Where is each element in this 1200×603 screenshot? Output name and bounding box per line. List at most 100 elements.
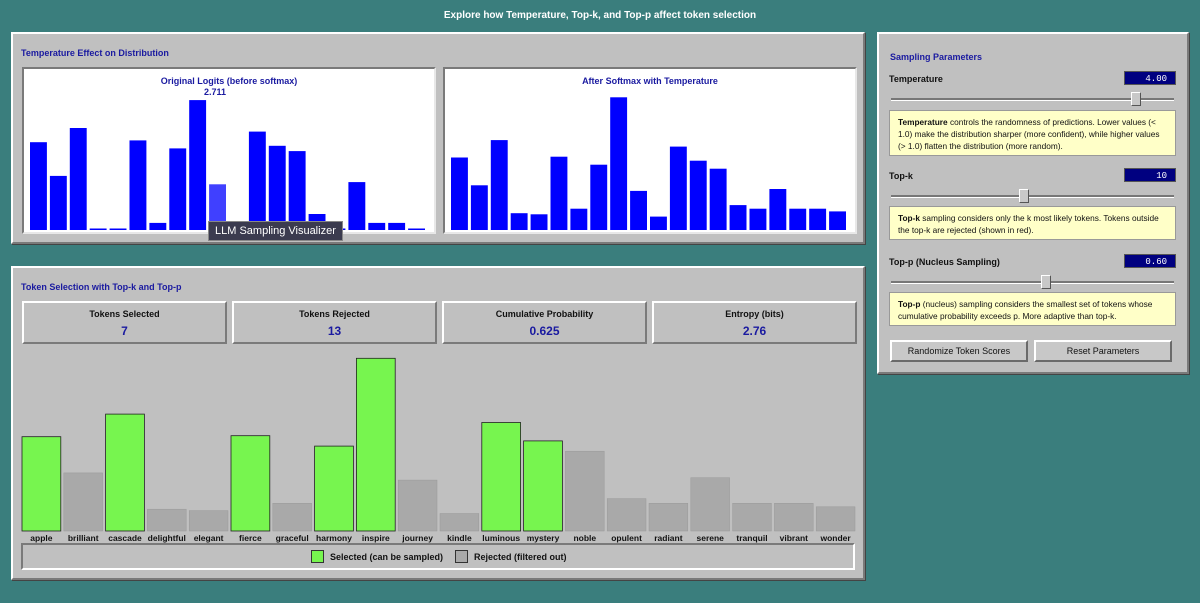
- temperature-panel: Temperature Effect on Distribution Origi…: [11, 32, 865, 244]
- mystery-bar: [268, 145, 286, 230]
- brilliant-token-bar: [63, 472, 103, 532]
- elegant-token-label: elegant: [194, 533, 224, 543]
- topk-help-text: sampling considers only the k most likel…: [898, 213, 1159, 235]
- rejected-swatch: [455, 550, 468, 563]
- noble-bar: [288, 151, 306, 230]
- serene-token-label: serene: [696, 533, 724, 543]
- serene-bar: [769, 189, 787, 230]
- radiant-token-bar: [648, 503, 689, 532]
- selection-panel-title: Token Selection with Top-k and Top-p: [21, 282, 182, 292]
- legend-rejected: Rejected (filtered out): [455, 550, 567, 563]
- topp-help: Top-p (nucleus) sampling considers the s…: [889, 292, 1176, 326]
- temperature-slider-thumb[interactable]: [1131, 92, 1141, 106]
- params-panel-title: Sampling Parameters: [890, 52, 983, 62]
- logits-chart-title: Original Logits (before softmax): [160, 76, 298, 86]
- wonder-bar: [829, 211, 846, 230]
- brilliant-bar: [49, 175, 67, 230]
- noble-bar: [709, 168, 727, 230]
- harmony-bar: [169, 148, 187, 230]
- kindle-token-label: kindle: [447, 533, 472, 543]
- cascade-token-label: cascade: [108, 533, 142, 543]
- radiant-bar: [749, 208, 767, 230]
- logits-hover-value: 2.711: [204, 87, 227, 97]
- journey-token-label: journey: [401, 533, 433, 543]
- stat-value: 7: [121, 324, 128, 338]
- topk-help-keyword: Top-k: [898, 213, 920, 223]
- brilliant-bar: [470, 185, 488, 230]
- delightful-bar: [89, 228, 107, 230]
- logits-chart-plot: [30, 100, 425, 230]
- fierce-bar: [550, 156, 568, 230]
- journey-bar: [209, 184, 226, 230]
- topk-slider-thumb[interactable]: [1019, 189, 1029, 203]
- serene-token-bar: [690, 477, 730, 532]
- tranquil-token-label: tranquil: [736, 533, 767, 543]
- topp-help-text: (nucleus) sampling considers the smalles…: [898, 299, 1153, 321]
- stat-label: Tokens Rejected: [299, 309, 370, 319]
- tranquil-token-bar: [732, 503, 772, 532]
- noble-token-bar: [565, 450, 605, 532]
- stat-cumulative-probability: Cumulative Probability 0.625: [442, 301, 647, 344]
- stat-value: 0.625: [529, 324, 560, 338]
- mystery-token-bar: [523, 440, 563, 532]
- topk-label: Top-k: [889, 171, 913, 181]
- legend-selected-label: Selected (can be sampled): [330, 551, 444, 562]
- wonder-token-label: wonder: [819, 533, 851, 543]
- inspire-bar: [610, 97, 628, 230]
- randomize-button[interactable]: Randomize Token Scores: [890, 340, 1028, 362]
- stat-value: 2.76: [742, 324, 767, 338]
- reset-button[interactable]: Reset Parameters: [1034, 340, 1172, 362]
- stat-entropy: Entropy (bits) 2.76: [652, 301, 857, 344]
- tranquil-bar: [789, 208, 807, 230]
- vibrant-bar: [388, 222, 406, 230]
- opulent-token-bar: [606, 498, 647, 532]
- topp-value: 0.60: [1124, 254, 1176, 268]
- graceful-token-bar: [272, 503, 312, 532]
- apple-token-bar: [21, 436, 62, 532]
- topp-label: Top-p (Nucleus Sampling): [889, 257, 1000, 267]
- stat-value: 13: [327, 324, 342, 338]
- elegant-bar: [530, 214, 548, 230]
- stat-tokens-selected: Tokens Selected 7: [22, 301, 227, 344]
- wonder-token-bar: [815, 506, 856, 532]
- stat-label: Cumulative Probability: [495, 309, 594, 319]
- serene-bar: [348, 182, 366, 230]
- legend-selected: Selected (can be sampled): [311, 550, 443, 563]
- inspire-token-label: inspire: [362, 533, 390, 543]
- journey-token-bar: [397, 479, 438, 532]
- vibrant-token-bar: [774, 503, 814, 532]
- harmony-token-label: harmony: [316, 533, 352, 543]
- temperature-slider[interactable]: [891, 92, 1174, 106]
- apple-bar: [451, 157, 468, 230]
- cascade-bar: [69, 128, 87, 230]
- wonder-bar: [408, 228, 425, 230]
- logits-chart: Original Logits (before softmax) 2.711: [22, 67, 436, 234]
- delightful-token-bar: [147, 508, 187, 532]
- vibrant-token-label: vibrant: [780, 533, 809, 543]
- noble-token-label: noble: [573, 533, 596, 543]
- fierce-token-bar: [230, 435, 271, 532]
- inspire-token-bar: [355, 357, 396, 532]
- journey-bar: [630, 190, 647, 230]
- stat-label: Tokens Selected: [89, 309, 160, 319]
- temperature-help-text: controls the randomness of predictions. …: [898, 117, 1160, 151]
- stat-label: Entropy (bits): [725, 309, 784, 319]
- elegant-bar: [109, 228, 127, 230]
- topp-slider[interactable]: [891, 275, 1174, 289]
- opulent-token-label: opulent: [611, 533, 642, 543]
- graceful-bar: [149, 222, 167, 230]
- harmony-token-bar: [314, 445, 354, 532]
- temperature-value: 4.00: [1124, 71, 1176, 85]
- luminous-bar: [248, 131, 266, 230]
- tooltip: LLM Sampling Visualizer: [208, 221, 343, 241]
- delightful-bar: [510, 213, 528, 230]
- temperature-label: Temperature: [889, 74, 943, 84]
- selection-legend: Selected (can be sampled) Rejected (filt…: [21, 543, 855, 570]
- fierce-bar: [129, 140, 147, 230]
- harmony-bar: [590, 164, 608, 230]
- topp-slider-thumb[interactable]: [1041, 275, 1051, 289]
- delightful-token-label: delightful: [148, 533, 186, 543]
- topk-slider[interactable]: [891, 189, 1174, 203]
- stat-tokens-rejected: Tokens Rejected 13: [232, 301, 437, 344]
- cascade-bar: [490, 140, 508, 230]
